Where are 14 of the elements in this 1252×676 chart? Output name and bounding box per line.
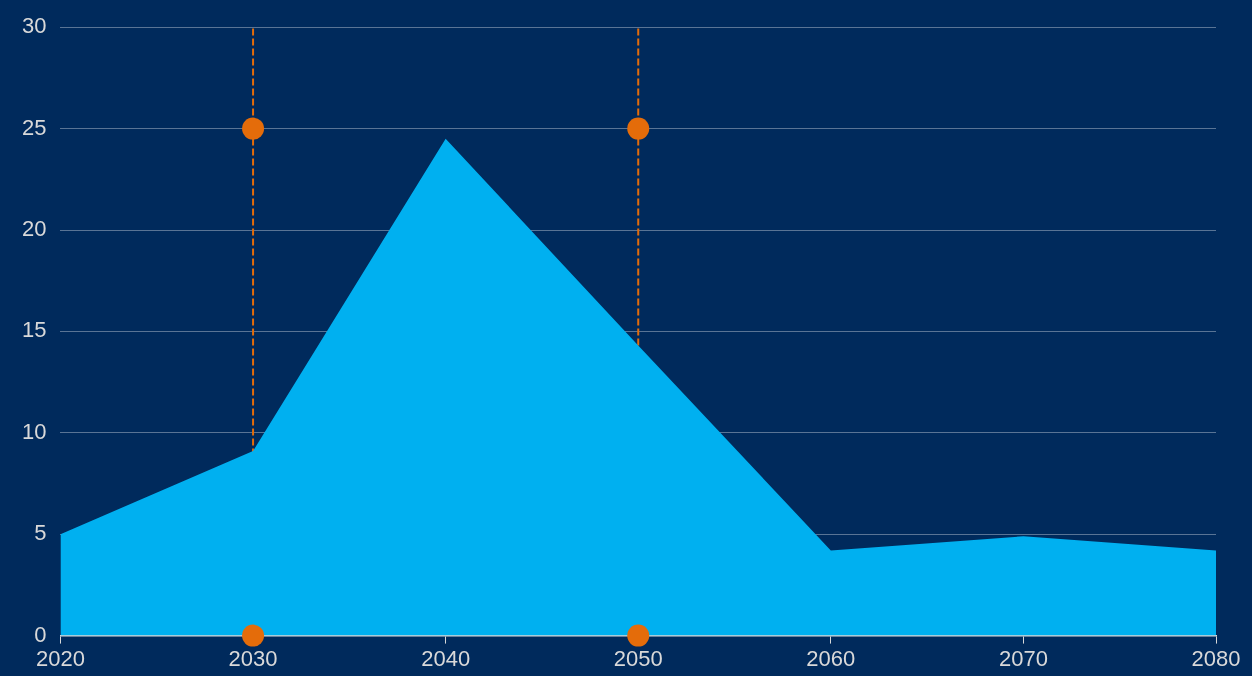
x-tick-label: 2060 bbox=[806, 645, 856, 671]
x-tick-label: 2020 bbox=[35, 645, 85, 671]
x-tick-label: 2030 bbox=[228, 645, 278, 671]
y-tick-label: 5 bbox=[34, 520, 47, 546]
y-tick-label: 15 bbox=[21, 317, 47, 343]
y-tick-label: 0 bbox=[34, 621, 47, 647]
x-tick-label: 2050 bbox=[613, 645, 663, 671]
x-tick-label: 2040 bbox=[421, 645, 471, 671]
y-tick-label: 20 bbox=[21, 216, 47, 242]
x-tick-label: 2070 bbox=[998, 645, 1048, 671]
x-tick-label: 2080 bbox=[1191, 645, 1241, 671]
y-tick-label: 10 bbox=[21, 418, 47, 444]
y-tick-label: 25 bbox=[21, 114, 47, 140]
y-tick-label: 30 bbox=[21, 13, 47, 39]
